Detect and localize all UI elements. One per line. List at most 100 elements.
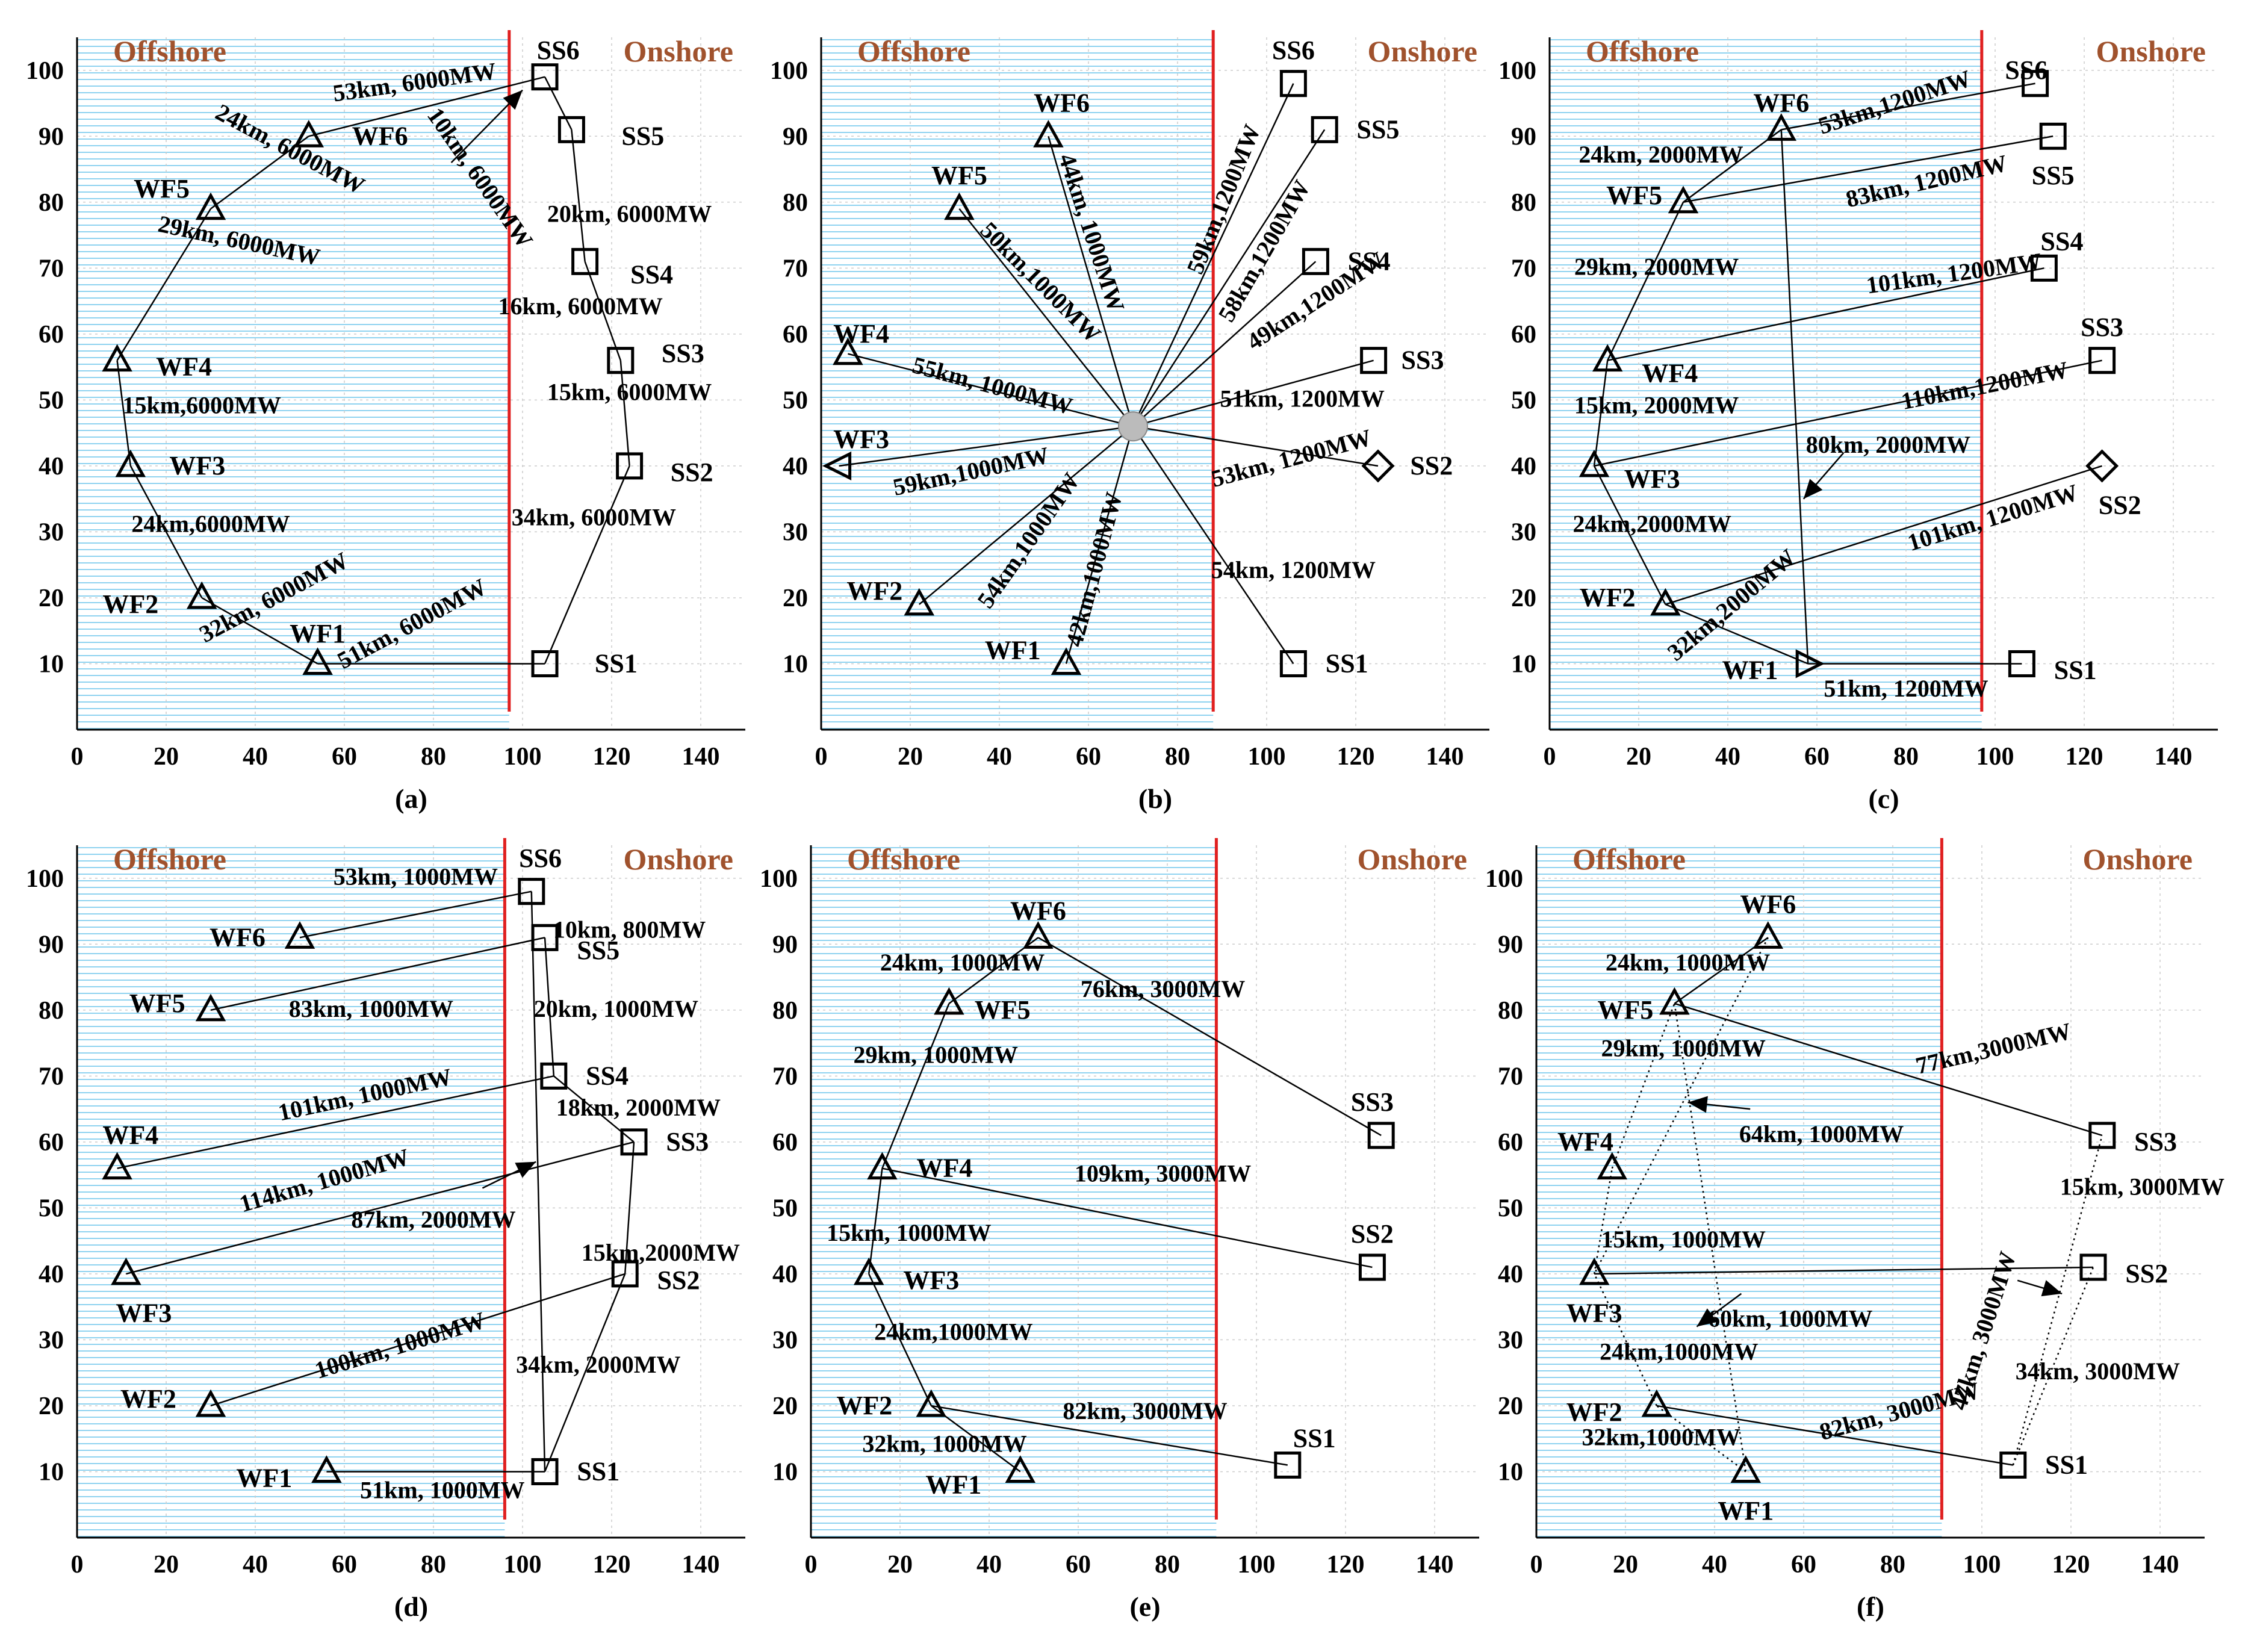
- node-label: SS4: [586, 1061, 629, 1090]
- windfarm-triangle-icon: [195, 192, 226, 220]
- offshore-stripes: [77, 39, 509, 729]
- node-label: WF1: [1722, 655, 1778, 685]
- windfarm-triangle-icon: [102, 344, 132, 372]
- y-tick-label: 80: [1511, 189, 1536, 217]
- edges: [839, 83, 1379, 665]
- edge-label: 15km, 2000MW: [1574, 391, 1739, 418]
- x-tick-label: 0: [71, 743, 84, 771]
- node-label: WF6: [1740, 890, 1796, 919]
- edge-label: 29km, 1000MW: [1601, 1034, 1766, 1061]
- node-label: WF4: [156, 352, 212, 382]
- connection-line: [1048, 135, 1134, 427]
- edge-label: 76km, 3000MW: [1081, 975, 1245, 1002]
- edge-label: 24km, 1000MW: [880, 949, 1045, 976]
- windfarm-triangle-icon: [1752, 921, 1784, 949]
- windfarm-triangle-icon: [1730, 1455, 1762, 1483]
- y-tick-label: 60: [39, 321, 64, 349]
- edge-label: 15km, 3000MW: [2060, 1173, 2224, 1200]
- connection-line: [1132, 83, 1294, 427]
- edge-label: 15km, 1000MW: [827, 1219, 991, 1246]
- node-label: WF5: [134, 174, 190, 203]
- windfarm-triangle-icon: [853, 1257, 884, 1285]
- node-label: WF1: [236, 1463, 292, 1492]
- node-label: SS6: [519, 843, 562, 873]
- substation-square-icon: [1279, 650, 1307, 677]
- y-tick-label: 10: [1511, 650, 1536, 678]
- windfarm-triangle-icon: [111, 1257, 141, 1285]
- edge-label: 10km, 6000MW: [422, 102, 539, 253]
- connection-line: [117, 1075, 554, 1169]
- node-label: SS6: [1272, 36, 1315, 65]
- node-label: SS6: [537, 36, 580, 65]
- y-tick-label: 100: [1498, 57, 1536, 85]
- x-tick-label: 80: [421, 743, 446, 771]
- node-label: WF4: [1557, 1127, 1613, 1157]
- connection-line: [129, 465, 203, 598]
- windfarm-triangle-icon: [934, 987, 964, 1015]
- edge-label: 47km, 3000MW: [1945, 1248, 2021, 1413]
- y-tick-label: 90: [1511, 123, 1536, 151]
- y-tick-label: 60: [1511, 321, 1536, 349]
- windfarm-triangle-icon: [916, 1389, 947, 1417]
- edge-label: 15km, 6000MW: [547, 378, 712, 405]
- connection-line: [210, 1273, 626, 1407]
- y-tick-label: 80: [1498, 997, 1523, 1025]
- x-tick-label: 100: [504, 743, 542, 771]
- offshore-label: Offshore: [113, 842, 226, 876]
- connection-line: [624, 1141, 635, 1274]
- connection-line: [544, 937, 555, 1076]
- node-label: WF2: [1566, 1397, 1622, 1427]
- y-tick-label: 70: [39, 255, 64, 282]
- connection-line: [1037, 937, 1382, 1136]
- edge-label: 20km, 1000MW: [534, 995, 698, 1022]
- node-label: WF1: [925, 1470, 981, 1499]
- node-label: WF6: [1010, 896, 1066, 926]
- x-tick-label: 80: [1880, 1551, 1905, 1579]
- node-label: SS2: [2125, 1259, 2168, 1288]
- node-label: WF2: [1580, 583, 1636, 612]
- node-label: SS2: [657, 1265, 700, 1295]
- edge-label: 29km, 1000MW: [854, 1041, 1018, 1068]
- arrow-head-icon: [2041, 1280, 2063, 1297]
- panel-caption: (e): [1129, 1591, 1160, 1622]
- connection-line: [1656, 1405, 2014, 1466]
- node-label: SS5: [1357, 114, 1400, 144]
- y-tick-label: 80: [772, 997, 798, 1025]
- windfarm-triangle-icon: [1668, 185, 1699, 214]
- edges: [868, 937, 1382, 1473]
- y-tick-label: 100: [1485, 865, 1523, 893]
- node-label: WF2: [102, 589, 158, 619]
- connection-line: [868, 1273, 932, 1406]
- connection-line: [210, 135, 309, 210]
- x-tick-label: 80: [421, 1551, 446, 1579]
- y-tick-label: 40: [783, 453, 808, 480]
- hub-node-icon: [1118, 411, 1148, 442]
- substation-square-icon: [1367, 1122, 1395, 1149]
- edge-label: 24km,2000MW: [1573, 510, 1731, 537]
- edges: [1593, 937, 2103, 1473]
- connection-line: [530, 891, 546, 1472]
- x-tick-label: 140: [1416, 1551, 1454, 1579]
- x-tick-label: 120: [2052, 1551, 2090, 1579]
- node-label: SS1: [2054, 655, 2097, 685]
- x-tick-label: 20: [898, 743, 923, 771]
- edge-label: 34km, 6000MW: [512, 503, 676, 530]
- node-label: WF1: [1718, 1496, 1774, 1526]
- windfarm-triangle-icon: [1592, 344, 1623, 372]
- x-tick-label: 0: [71, 1551, 84, 1579]
- substation-square-icon: [2039, 122, 2067, 150]
- substation-square-icon: [611, 1260, 639, 1288]
- y-tick-label: 40: [772, 1261, 798, 1288]
- connection-line: [1132, 359, 1374, 427]
- substation-square-icon: [2088, 1122, 2116, 1149]
- node-label: WF1: [985, 636, 1041, 665]
- offshore-label: Offshore: [857, 34, 970, 68]
- connection-line: [201, 597, 318, 665]
- y-tick-label: 50: [783, 387, 808, 414]
- panel-d: 0 20 40 60 80 100 120 140 10 20 30 40 50 60 70 80 90 100 O…: [26, 838, 745, 1622]
- y-tick-label: 30: [39, 518, 64, 546]
- x-tick-label: 120: [2066, 743, 2103, 771]
- panel-caption: (f): [1857, 1591, 1884, 1622]
- gridlines: [77, 845, 745, 1538]
- x-tick-label: 140: [1426, 743, 1464, 771]
